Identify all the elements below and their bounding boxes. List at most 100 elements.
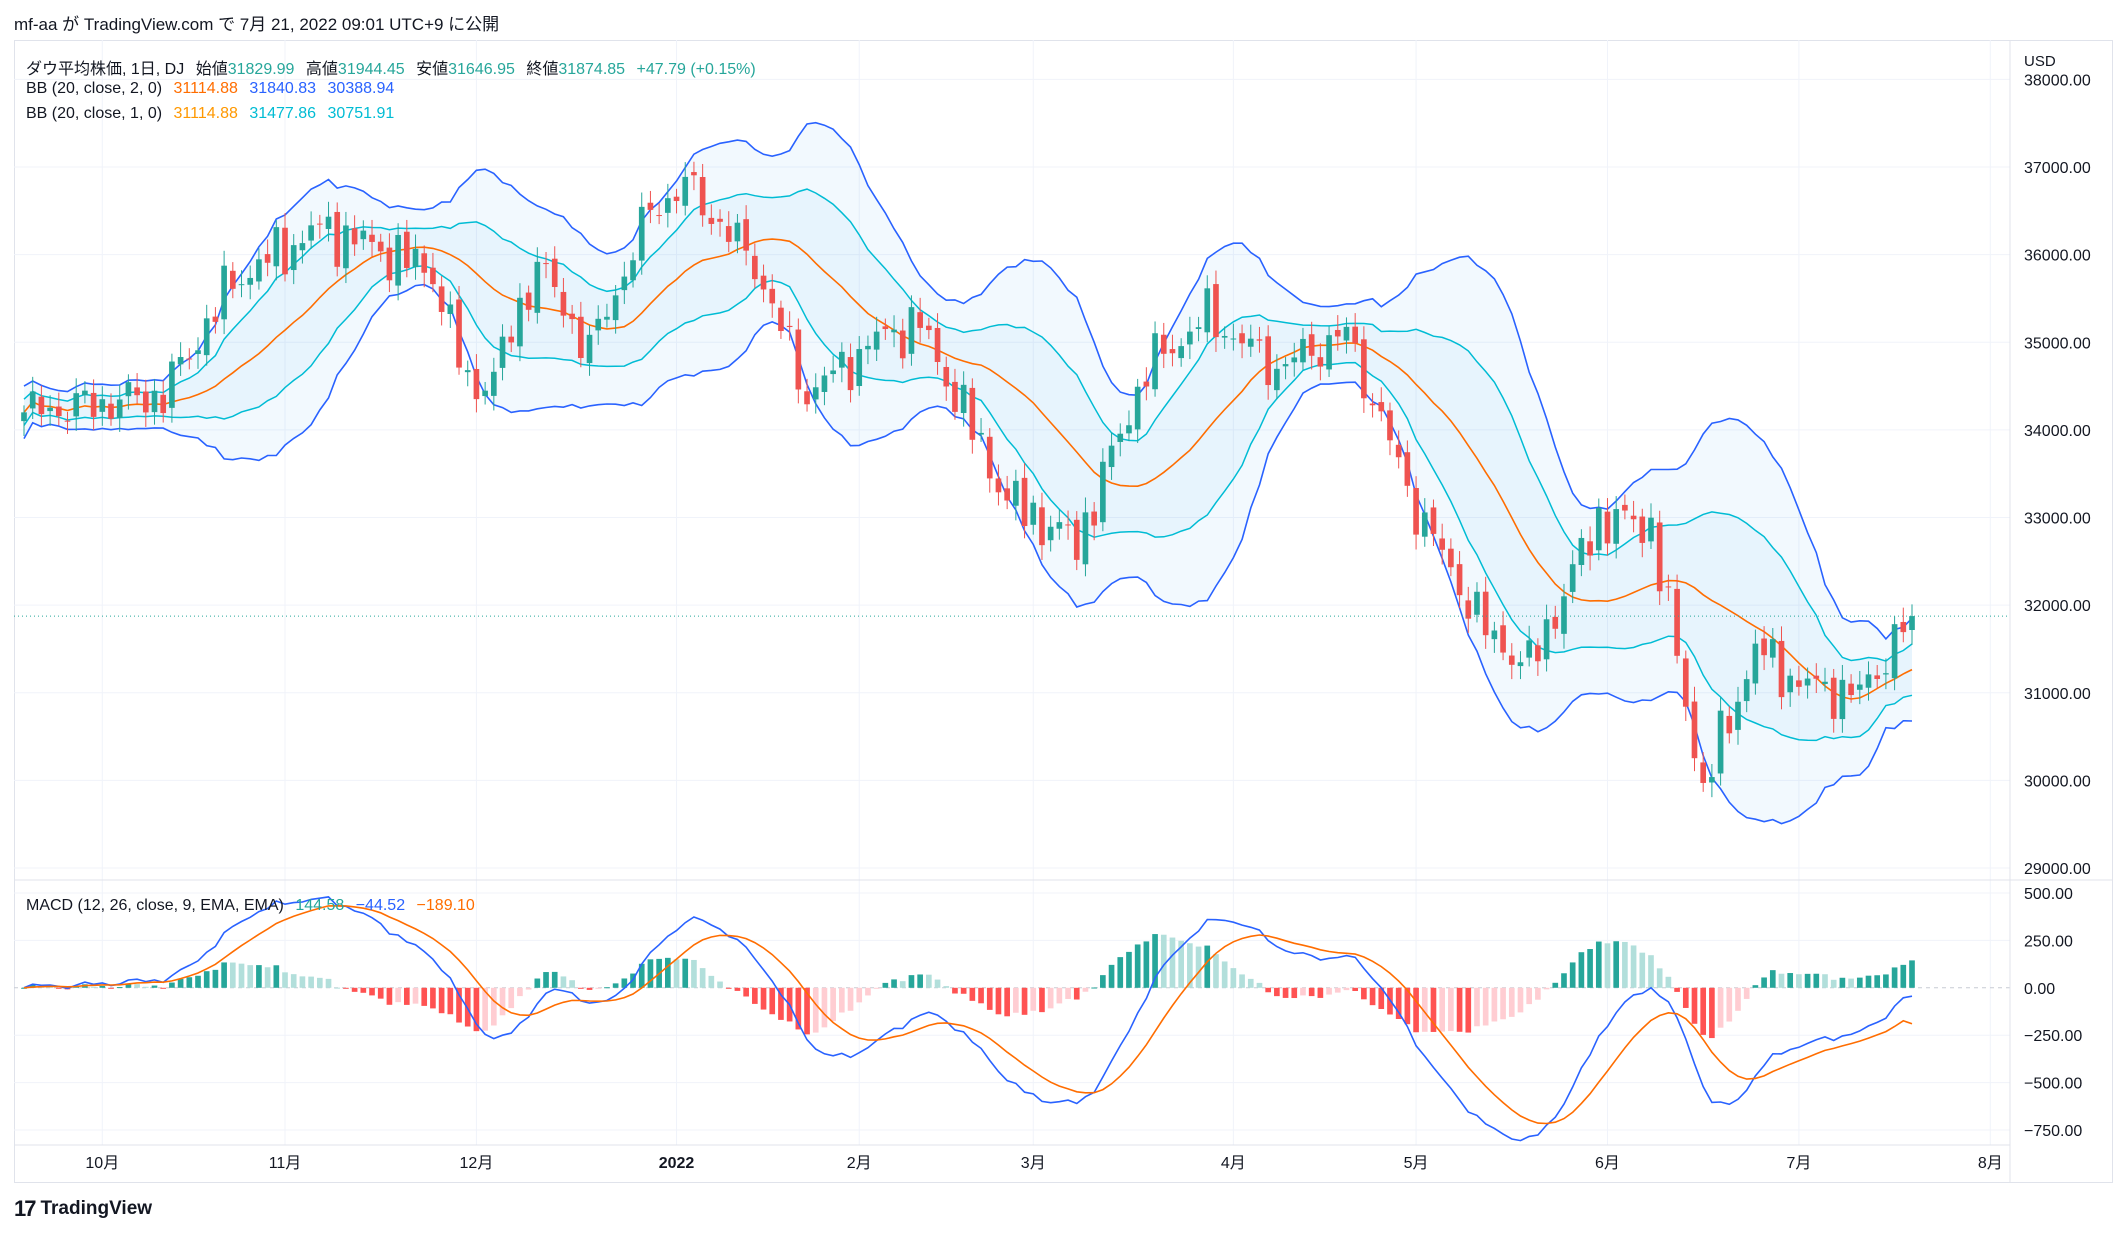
macd-histogram-bar (1369, 987, 1376, 1006)
macd-histogram-bar (203, 971, 210, 988)
candle-body (656, 215, 662, 217)
macd-histogram-bar (1743, 987, 1750, 999)
candle-body (1430, 507, 1437, 534)
macd-histogram-bar (1813, 973, 1820, 988)
price-axis-tick-label: 37000.00 (2024, 160, 2091, 177)
macd-histogram-bar (1169, 937, 1176, 988)
candle-body (1091, 511, 1097, 526)
macd-histogram-bar (1178, 940, 1184, 988)
candle-body (830, 370, 836, 375)
bb1-basis: 31114.88 (173, 105, 238, 122)
macd-histogram-bar (1030, 987, 1037, 1011)
macd-histogram-bar (908, 975, 915, 988)
macd-histogram-bar (1587, 949, 1593, 988)
candle-body (1622, 504, 1628, 511)
candle-body (1682, 658, 1689, 707)
candle-body (699, 177, 706, 216)
candle-body (1656, 522, 1663, 592)
candle-body (926, 325, 932, 331)
macd-histogram-bar (343, 987, 349, 989)
candle-body (1874, 675, 1881, 679)
candle-body (395, 234, 401, 286)
candle-body (795, 329, 802, 390)
candle-body (221, 265, 227, 320)
candle-body (29, 391, 36, 409)
candle-body (943, 366, 950, 387)
candle-body (299, 243, 306, 251)
macd-histogram-bar (1474, 987, 1480, 1027)
candle-body (534, 261, 541, 313)
macd-histogram-bar (308, 976, 314, 988)
candle-body (1291, 357, 1298, 363)
macd-histogram-bar (1326, 987, 1332, 995)
macd-histogram-bar (673, 959, 680, 988)
macd-histogram-bar (1361, 987, 1367, 1000)
macd-histogram-bar (1700, 987, 1707, 1035)
candle-body (647, 202, 654, 210)
candle-body (891, 329, 897, 333)
macd-histogram-bar (1152, 934, 1158, 988)
price-axis-tick-label: 38000.00 (2024, 72, 2091, 89)
candle-body (1613, 509, 1620, 544)
macd-histogram-bar (873, 987, 880, 989)
candle-body (1839, 679, 1846, 720)
candle-body (560, 291, 567, 316)
macd-histogram-bar (395, 987, 401, 1003)
candle-body (1796, 680, 1802, 687)
bb2-lower: 30388.94 (327, 80, 395, 97)
macd-histogram-bar (151, 985, 158, 988)
candle-body (1822, 681, 1828, 684)
macd-histogram-bar (986, 987, 993, 1010)
macd-histogram-bar (1395, 987, 1402, 1020)
candle-body (717, 218, 723, 222)
candle-body (1030, 502, 1037, 525)
macd-histogram-bar (1117, 957, 1124, 988)
candle-body (308, 225, 314, 241)
bb-basis-line (23, 238, 1913, 700)
currency-label: USD (2024, 53, 2056, 70)
macd-histogram-bar (273, 965, 280, 988)
macd-histogram-bar (1404, 987, 1411, 1025)
time-axis-tick-label: 6月 (1595, 1155, 1620, 1172)
macd-histogram-bar (543, 972, 549, 988)
macd-histogram-bar (1491, 987, 1498, 1022)
candle-body (1343, 326, 1350, 341)
macd-histogram-bar (1613, 941, 1620, 988)
macd-histogram-bar (1091, 987, 1097, 989)
price-axis-tick-label: 34000.00 (2024, 423, 2091, 440)
candle-body (1039, 507, 1045, 546)
candle-body (186, 358, 193, 360)
macd-histogram-bar (1482, 987, 1489, 1026)
candle-body (282, 227, 288, 275)
macd-histogram-bar (142, 986, 149, 988)
macd-histogram-bar (1622, 941, 1628, 988)
candle-body (1665, 586, 1672, 588)
close-label: 終値 (526, 61, 559, 78)
candle-body (203, 318, 210, 356)
macd-histogram-bar (482, 987, 488, 1031)
candle-body (64, 420, 71, 422)
macd-histogram-bar (1752, 985, 1759, 988)
candle-body (1848, 683, 1854, 696)
candle-body (116, 399, 123, 418)
macd-histogram-bar (760, 987, 767, 1010)
macd-histogram-bar (134, 984, 140, 988)
candle-body (1778, 640, 1785, 698)
macd-histogram-bar (90, 986, 97, 988)
macd-histogram-bar (1630, 945, 1637, 988)
macd-histogram-bar (1265, 987, 1271, 993)
macd-histogram-bar (1143, 941, 1150, 988)
candle-body (21, 412, 27, 422)
candle-body (525, 292, 532, 310)
candle-body (1056, 522, 1063, 529)
macd-histogram-bar (1448, 987, 1454, 1032)
candle-body (1421, 512, 1428, 537)
tradingview-brand: TradingView (40, 1198, 153, 1219)
time-axis-tick-label: 7月 (1786, 1155, 1811, 1172)
candle-body (682, 176, 689, 206)
candle-body (421, 253, 428, 273)
macd-histogram-bar (256, 965, 262, 988)
candle-body (1830, 677, 1837, 719)
tradingview-logo[interactable]: 17 TradingView (14, 1196, 152, 1222)
